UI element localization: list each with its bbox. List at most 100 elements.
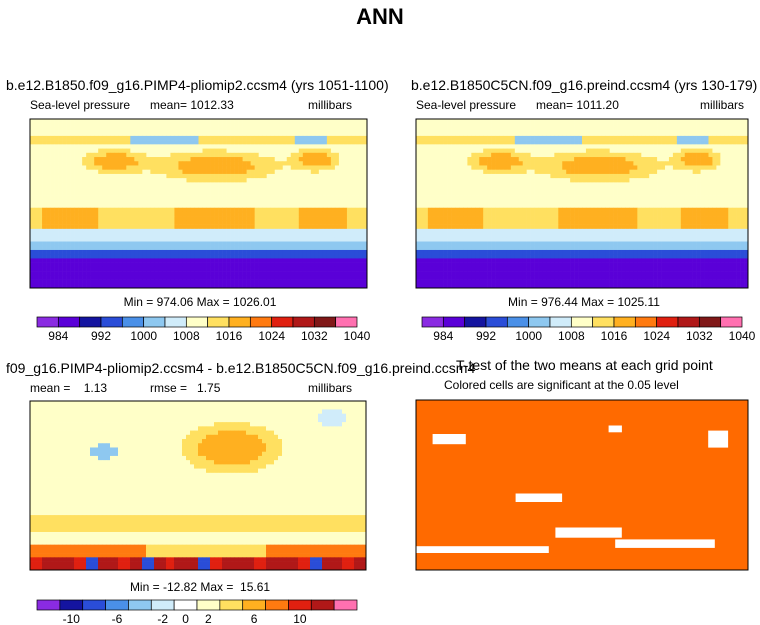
panel-case-cell <box>234 131 239 137</box>
panel-control-cell <box>554 157 559 162</box>
panel-case-cell <box>250 195 255 200</box>
panel-case-cell <box>150 258 155 263</box>
panel-control-cell <box>518 140 524 145</box>
panel-case-cell <box>210 266 215 272</box>
panel-control-cell <box>578 157 583 162</box>
panel-case-cell <box>338 157 344 162</box>
panel-case-cell <box>150 178 155 183</box>
panel-control-cell <box>688 135 693 141</box>
panel-control-cell <box>499 169 504 175</box>
panel-control-cell <box>562 190 567 196</box>
panel-case-cell <box>78 152 83 158</box>
panel-control-cell <box>427 144 433 149</box>
panel-control-cell <box>506 165 512 170</box>
panel-case-cell <box>342 131 348 137</box>
panel-case-cell <box>162 157 167 162</box>
panel-case-cell <box>342 245 348 251</box>
panel-case-cell <box>30 173 35 179</box>
panel-case-cell <box>322 190 328 196</box>
panel-case-cell <box>282 228 288 234</box>
panel-case-cell <box>226 190 231 196</box>
panel-case-cell <box>230 249 235 255</box>
panel-case-cell <box>46 224 51 230</box>
panel-control-cell <box>510 119 516 124</box>
panel-control-cell <box>684 152 690 158</box>
panel-case-cell <box>78 144 83 149</box>
panel-case-cell <box>170 220 175 225</box>
panel-control-cell <box>657 165 662 170</box>
panel-case-cell <box>134 195 139 200</box>
panel-case-cell <box>246 190 251 196</box>
panel-control-cell <box>499 161 504 166</box>
panel-control-cell <box>510 148 516 154</box>
panel-case-cell <box>30 216 35 221</box>
panel-control-cell <box>451 123 456 128</box>
panel-case-cell <box>242 237 247 242</box>
panel-control-cell <box>633 165 638 170</box>
panel-control-cell <box>416 140 421 145</box>
panel-control-cell <box>518 178 524 183</box>
panel-case-cell <box>262 254 267 259</box>
panel-case-cell <box>362 135 368 141</box>
panel-control-cell <box>724 186 729 192</box>
panel-case-cell <box>210 254 215 259</box>
panel-case-cell <box>90 211 95 217</box>
panel-case-cell <box>286 152 292 158</box>
panel-case-cell <box>74 148 79 154</box>
panel-case-cell <box>206 148 211 154</box>
panel-control-cell <box>526 157 531 162</box>
panel-case-cell <box>334 152 340 158</box>
panel-case-cell <box>282 283 288 289</box>
panel-control-cell <box>680 119 686 124</box>
panel-case-cell <box>270 178 276 183</box>
panel-case-cell <box>174 271 179 276</box>
panel-case-cell <box>270 157 276 162</box>
panel-case-cell <box>286 279 292 285</box>
panel-case-cell <box>314 216 320 221</box>
panel-case-cell <box>34 199 39 204</box>
panel-case-cell <box>126 195 131 200</box>
panel-case-cell <box>138 173 143 179</box>
panel-control-cell <box>510 169 516 175</box>
panel-case-cell <box>106 186 111 192</box>
panel-case-cell <box>34 186 39 192</box>
panel-case-cell <box>362 169 368 175</box>
panel-case-cell <box>66 279 71 285</box>
panel-case-cell <box>350 165 356 170</box>
panel-control-cell <box>554 140 559 145</box>
panel-case-cell <box>358 228 364 234</box>
panel-case-cell <box>278 203 284 209</box>
panel-case-cell <box>66 233 71 238</box>
panel-case-cell <box>306 275 312 280</box>
panel-case-cell <box>190 258 195 263</box>
panel-control-cell <box>700 190 705 196</box>
panel-control-cell <box>451 186 456 192</box>
panel-case-cell <box>234 245 239 251</box>
panel-control-cell <box>502 157 508 162</box>
panel-case-cell <box>206 203 211 209</box>
panel-control-cell <box>431 165 437 170</box>
panel-case-cell <box>282 199 288 204</box>
panel-control-cell <box>641 127 646 132</box>
panel-case-cell <box>50 157 55 162</box>
panel-control-cell <box>416 199 421 204</box>
panel-control-cell <box>692 140 697 145</box>
panel-control-cell <box>609 186 614 192</box>
panel-case-cell <box>262 207 267 213</box>
panel-case-cell <box>78 157 83 162</box>
panel-control-cell <box>688 178 693 183</box>
panel-control-cell <box>668 127 674 132</box>
panel-control-cell <box>558 161 563 166</box>
panel-control-cell <box>696 119 701 124</box>
panel-control-cell <box>550 140 555 145</box>
panel-case-cell <box>110 220 115 225</box>
panel-case-cell <box>158 279 163 285</box>
panel-case-cell <box>214 144 219 149</box>
panel-case-cell <box>306 161 312 166</box>
panel-control-cell <box>479 123 484 128</box>
panel-control-cell <box>625 152 630 158</box>
panel-case-cell <box>154 169 159 175</box>
panel-case-cell <box>318 131 324 137</box>
panel-case-cell <box>102 266 107 272</box>
panel-control-cell <box>495 144 500 149</box>
